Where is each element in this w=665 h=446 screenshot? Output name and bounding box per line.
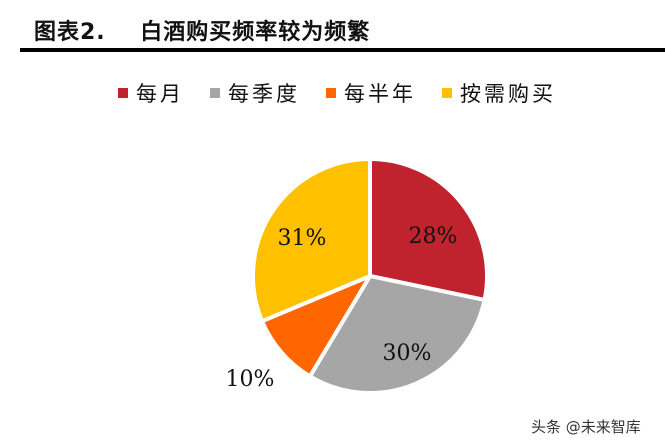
slice-label-semiannual: 10% <box>226 367 275 392</box>
legend-label: 按需购买 <box>460 82 556 106</box>
legend-item-monthly: 每月 <box>118 78 184 108</box>
legend-swatch-on-demand <box>442 88 452 98</box>
title-bar: 图表2. 白酒购买频率较为频繁 <box>20 8 665 52</box>
legend-item-semiannual: 每半年 <box>326 78 416 108</box>
legend-swatch-monthly <box>118 88 128 98</box>
legend-label: 每季度 <box>228 82 300 106</box>
title-divider <box>20 48 665 52</box>
legend-item-quarterly: 每季度 <box>210 78 300 108</box>
legend: 每月 每季度 每半年 按需购买 <box>118 76 582 110</box>
chart-title: 图表2. 白酒购买频率较为频繁 <box>34 20 371 45</box>
pie-slices <box>251 157 489 395</box>
legend-item-on-demand: 按需购买 <box>442 78 556 108</box>
slice-label-quarterly: 30% <box>383 341 432 366</box>
pie-slice-monthly <box>368 157 489 302</box>
watermark: 头条 @未来智库 <box>531 418 641 436</box>
legend-label: 每半年 <box>344 82 416 106</box>
legend-swatch-quarterly <box>210 88 220 98</box>
legend-swatch-semiannual <box>326 88 336 98</box>
pie-slice-on-demand <box>251 157 372 324</box>
slice-label-monthly: 28% <box>409 224 458 249</box>
legend-label: 每月 <box>136 82 184 106</box>
slice-label-on-demand: 31% <box>278 226 327 251</box>
